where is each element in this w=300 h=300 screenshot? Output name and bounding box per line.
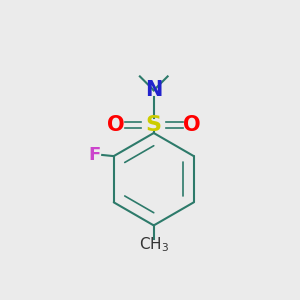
Text: S: S [146,115,162,135]
Text: N: N [145,80,162,100]
Text: O: O [183,115,201,135]
Text: F: F [88,146,100,164]
Text: CH$_3$: CH$_3$ [139,236,169,254]
Text: O: O [107,115,124,135]
